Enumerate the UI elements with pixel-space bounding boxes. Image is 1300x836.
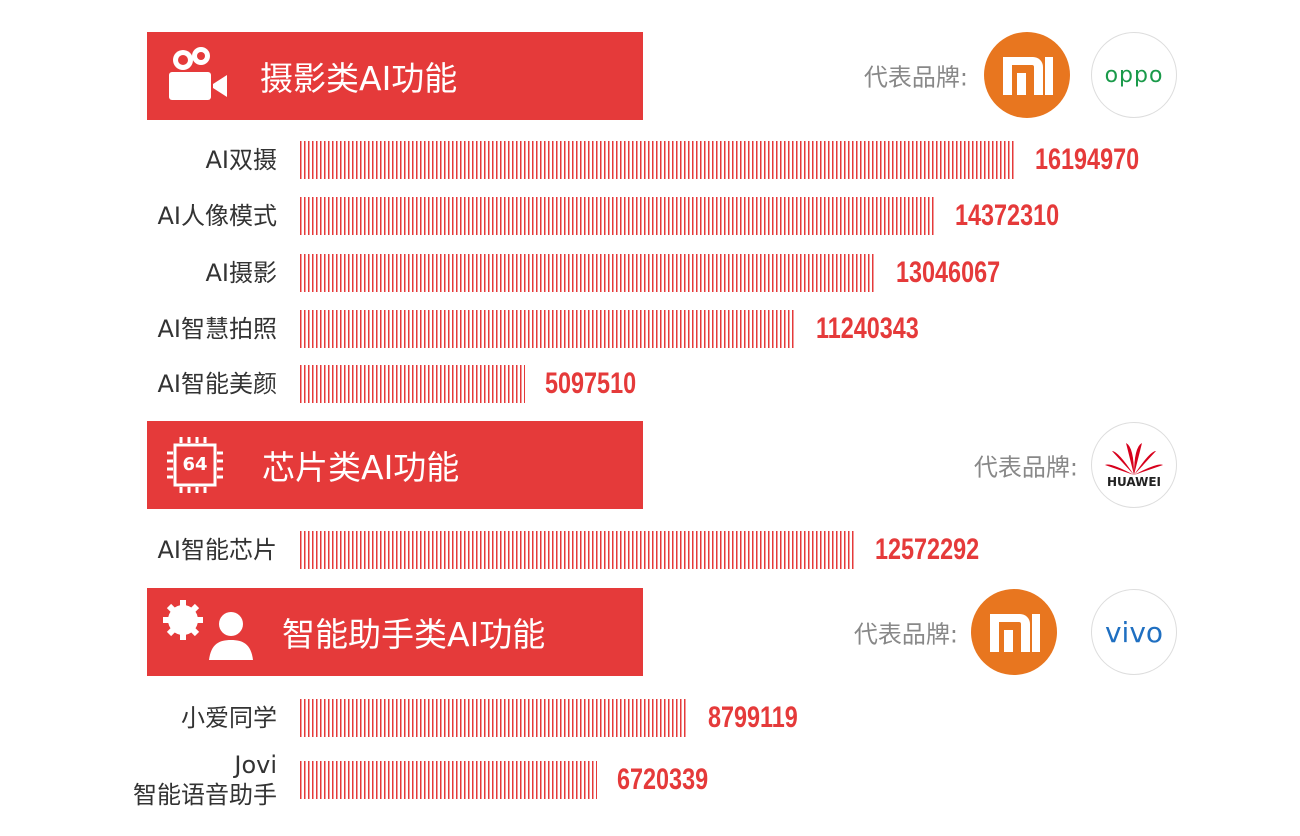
brand-name: HUAWEI <box>1106 475 1162 489</box>
brand-label: 代表品牌: <box>853 620 958 649</box>
value-label: 13046067 <box>895 256 1001 289</box>
row-label: AI双摄 <box>205 146 278 174</box>
brand-name: vivo <box>1104 615 1164 649</box>
value-label: 16194970 <box>1035 143 1140 176</box>
bar <box>300 531 856 569</box>
mi-logo <box>984 32 1070 118</box>
brand-label: 代表品牌: <box>973 453 1078 482</box>
bar <box>300 141 1015 179</box>
value-label: 6720339 <box>616 763 708 796</box>
assistant-icon <box>163 600 253 660</box>
brand-logo: HUAWEI <box>1091 422 1177 508</box>
brand-logo: oppo <box>1091 32 1177 118</box>
section-title: 智能助手类AI功能 <box>282 615 546 654</box>
chip-label: 64 <box>182 454 208 475</box>
row-label: AI智慧拍照 <box>157 315 278 343</box>
section-icon: 64 <box>165 435 225 499</box>
section-icon <box>161 598 257 666</box>
bar <box>300 310 797 348</box>
bar <box>300 254 876 292</box>
section-title: 摄影类AI功能 <box>260 59 458 98</box>
row-label: AI人像模式 <box>157 202 278 230</box>
mi-glyph <box>1003 57 1053 95</box>
section-header: 摄影类AI功能 <box>147 32 643 120</box>
mi-glyph <box>990 614 1040 652</box>
value-label: 11240343 <box>816 312 920 345</box>
bar <box>300 197 935 235</box>
section-header: 64 芯片类AI功能 <box>147 421 643 509</box>
camera-icon <box>169 47 227 100</box>
brand-name: oppo <box>1104 62 1164 88</box>
huawei-petals <box>1105 443 1163 475</box>
row-label: 小爱同学 <box>181 704 277 732</box>
row-label: AI智能美颜 <box>157 370 278 398</box>
row-label: Jovi 智能语音助手 <box>133 751 277 809</box>
bar <box>300 365 526 403</box>
value-label: 5097510 <box>545 367 637 400</box>
value-label: 8799119 <box>708 701 799 734</box>
chip-icon <box>167 437 223 493</box>
section-icon <box>161 44 231 108</box>
section-header: 智能助手类AI功能 <box>147 588 643 676</box>
value-label: 14372310 <box>954 199 1059 232</box>
mi-logo <box>971 589 1057 675</box>
section-title: 芯片类AI功能 <box>262 448 460 487</box>
value-label: 12572292 <box>875 533 980 566</box>
bar <box>300 699 689 737</box>
row-label: AI摄影 <box>205 259 278 287</box>
brand-label: 代表品牌: <box>863 63 968 92</box>
brand-logo: vivo <box>1091 589 1177 675</box>
bar <box>300 761 597 799</box>
row-label: AI智能芯片 <box>157 536 278 564</box>
